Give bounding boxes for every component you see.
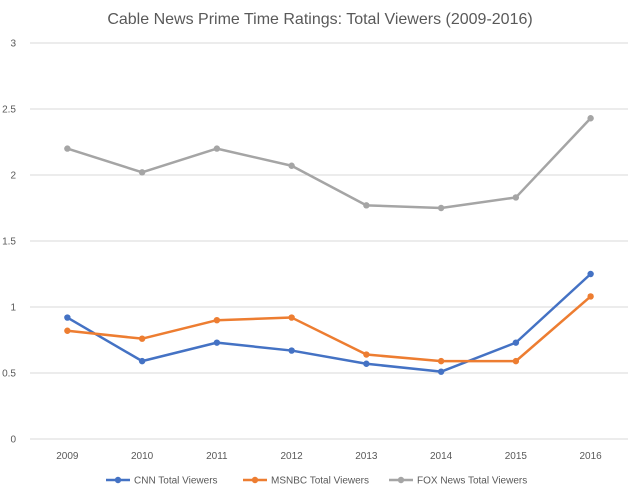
x-axis-ticks: 2009 2010 2011 2012 2013 2014 2015 2016 bbox=[56, 451, 602, 462]
y-tick-label: 0 bbox=[10, 435, 16, 446]
data-point bbox=[288, 314, 295, 321]
data-point bbox=[512, 339, 520, 346]
x-tick-label: 2011 bbox=[206, 451, 228, 462]
x-tick-label: 2013 bbox=[355, 451, 378, 462]
series-1 bbox=[64, 270, 594, 375]
data-point bbox=[213, 317, 221, 324]
series-2 bbox=[64, 293, 594, 365]
y-tick-label: 2.5 bbox=[2, 105, 16, 116]
x-tick-label: 2016 bbox=[580, 451, 603, 462]
data-point bbox=[437, 204, 445, 212]
x-tick-label: 2009 bbox=[56, 451, 79, 462]
y-tick-label: 1.5 bbox=[2, 237, 16, 248]
data-point bbox=[512, 357, 520, 365]
data-point bbox=[213, 145, 221, 152]
legend-label: MSNBC Total Viewers bbox=[271, 476, 369, 487]
series-line bbox=[66, 272, 592, 373]
legend-label: CNN Total Viewers bbox=[134, 476, 218, 487]
data-point bbox=[512, 194, 520, 201]
legend-marker bbox=[397, 476, 405, 484]
series-line bbox=[66, 295, 592, 363]
gridlines bbox=[30, 42, 628, 440]
y-tick-label: 2 bbox=[10, 171, 16, 182]
y-axis-ticks: 0 0.5 1 1.5 2 2.5 3 bbox=[2, 39, 16, 446]
legend-label: FOX News Total Viewers bbox=[417, 476, 527, 487]
data-point bbox=[363, 202, 370, 209]
data-point bbox=[587, 115, 594, 122]
x-tick-label: 2012 bbox=[281, 451, 304, 462]
chart-title: Cable News Prime Time Ratings: Total Vie… bbox=[107, 11, 532, 28]
data-point bbox=[64, 145, 71, 152]
data-point bbox=[288, 162, 295, 169]
x-tick-label: 2015 bbox=[505, 451, 528, 462]
series-line bbox=[66, 116, 592, 210]
y-tick-label: 0.5 bbox=[2, 369, 16, 380]
data-point bbox=[138, 357, 146, 365]
data-point bbox=[138, 335, 146, 342]
legend-marker bbox=[251, 476, 259, 484]
legend-marker bbox=[114, 476, 122, 484]
data-point bbox=[288, 347, 295, 354]
legend-item: MSNBC Total Viewers bbox=[243, 476, 369, 487]
x-tick-label: 2010 bbox=[131, 451, 154, 462]
data-point bbox=[587, 293, 594, 300]
data-point bbox=[363, 351, 370, 358]
data-point bbox=[437, 368, 445, 375]
data-point bbox=[363, 360, 370, 367]
x-tick-label: 2014 bbox=[430, 451, 453, 462]
data-point bbox=[437, 357, 445, 365]
series-3 bbox=[64, 115, 594, 212]
data-point bbox=[587, 270, 594, 278]
y-tick-label: 3 bbox=[10, 39, 16, 50]
legend-item: FOX News Total Viewers bbox=[389, 476, 527, 487]
legend-item: CNN Total Viewers bbox=[106, 476, 218, 487]
data-point bbox=[138, 169, 146, 176]
data-point bbox=[64, 327, 71, 334]
data-point bbox=[64, 314, 71, 321]
series-lines bbox=[64, 115, 594, 375]
legend: CNN Total Viewers MSNBC Total Viewers FOX … bbox=[106, 476, 527, 487]
y-tick-label: 1 bbox=[10, 303, 16, 314]
data-point bbox=[213, 339, 221, 346]
